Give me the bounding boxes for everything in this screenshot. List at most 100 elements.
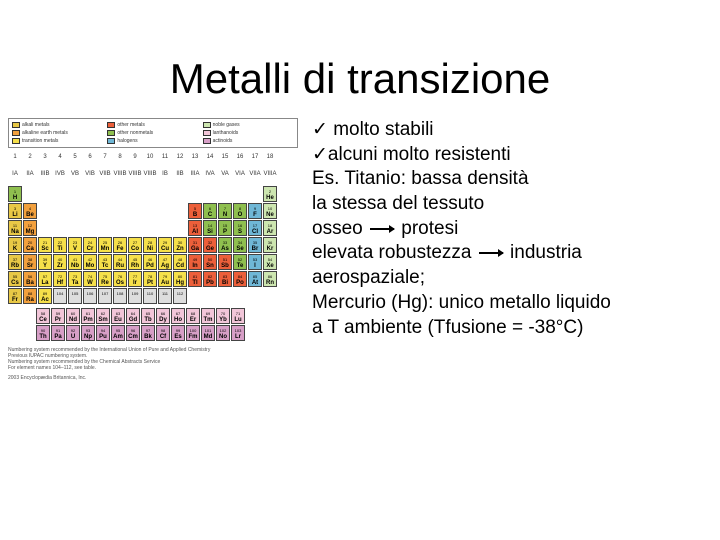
empty-cell <box>218 288 232 304</box>
element-cell: 104 <box>53 288 67 304</box>
group-header: VIB <box>83 169 97 185</box>
element-cell: 12Mg <box>23 220 37 236</box>
element-cell: 18Ar <box>263 220 277 236</box>
group-header: 15 <box>218 152 232 168</box>
empty-cell <box>113 203 127 219</box>
element-cell: 94Pu <box>96 325 110 341</box>
element-cell: 55Cs <box>8 271 22 287</box>
element-cell: 111 <box>158 288 172 304</box>
element-cell: 83Bi <box>218 271 232 287</box>
empty-cell <box>188 288 202 304</box>
element-cell: 32Ge <box>203 237 217 253</box>
body-line: la stessa del tessuto <box>312 192 712 217</box>
empty-cell <box>68 203 82 219</box>
legend-swatch <box>107 130 115 136</box>
legend-swatch <box>12 138 20 144</box>
group-header: 7 <box>98 152 112 168</box>
element-cell: 69Tm <box>201 308 215 324</box>
empty-cell <box>233 288 247 304</box>
legend-label: other metals <box>117 122 145 128</box>
empty-cell <box>98 203 112 219</box>
element-cell: 11Na <box>8 220 22 236</box>
legend-label: lanthanoids <box>213 130 239 136</box>
empty-cell <box>53 220 67 236</box>
empty-cell <box>38 203 52 219</box>
empty-cell <box>158 186 172 202</box>
empty-cell <box>248 186 262 202</box>
element-cell: 15P <box>218 220 232 236</box>
element-cell: 43Tc <box>98 254 112 270</box>
lanth-act-rows: 58Ce59Pr60Nd61Pm62Sm63Eu64Gd65Tb66Dy67Ho… <box>36 308 298 341</box>
legend-label: alkali metals <box>22 122 50 128</box>
element-cell: 47Ag <box>158 254 172 270</box>
periodic-grid: 123456789101112131415161718IAIIAIIIBIVBV… <box>8 152 298 304</box>
group-header: 4 <box>53 152 67 168</box>
element-cell: 56Ba <box>23 271 37 287</box>
element-cell: 31Ga <box>188 237 202 253</box>
empty-cell <box>38 220 52 236</box>
element-cell: 87Fr <box>8 288 22 304</box>
empty-cell <box>173 220 187 236</box>
group-header: 3 <box>38 152 52 168</box>
content-row: alkali metals other metals noble gases alka… <box>0 118 720 381</box>
element-cell: 16S <box>233 220 247 236</box>
body-text: protesi <box>396 218 458 239</box>
element-cell: 23V <box>68 237 82 253</box>
legend-item: noble gases <box>203 122 294 128</box>
empty-cell <box>53 186 67 202</box>
empty-cell <box>98 186 112 202</box>
element-cell: 53I <box>248 254 262 270</box>
element-cell: 2He <box>263 186 277 202</box>
check-icon: ✓ <box>312 119 328 140</box>
group-header: 8 <box>113 152 127 168</box>
group-header: VIIIA <box>263 169 277 185</box>
element-cell: 36Kr <box>263 237 277 253</box>
body-text: elevata robustezza <box>312 242 477 263</box>
element-cell: 110 <box>143 288 157 304</box>
group-header: 2 <box>23 152 37 168</box>
element-cell: 37Rb <box>8 254 22 270</box>
element-cell: 17Cl <box>248 220 262 236</box>
empty-cell <box>38 186 52 202</box>
element-cell: 72Hf <box>53 271 67 287</box>
element-cell: 14Si <box>203 220 217 236</box>
element-cell: 100Fm <box>186 325 200 341</box>
group-header: 6 <box>83 152 97 168</box>
footnote-credit: 2003 Encyclopædia Britannica, Inc. <box>8 375 298 381</box>
element-cell: 7N <box>218 203 232 219</box>
legend-swatch <box>107 122 115 128</box>
element-cell: 101Md <box>201 325 215 341</box>
legend-item: alkaline earth metals <box>12 130 103 136</box>
element-cell: 63Eu <box>111 308 125 324</box>
legend-label: noble gases <box>213 122 240 128</box>
empty-cell <box>128 186 142 202</box>
periodic-table-figure: alkali metals other metals noble gases alka… <box>8 118 308 381</box>
element-cell: 38Sr <box>23 254 37 270</box>
legend-swatch <box>203 138 211 144</box>
legend-item: actinoids <box>203 138 294 144</box>
element-cell: 84Po <box>233 271 247 287</box>
element-cell: 105 <box>68 288 82 304</box>
element-cell: 40Zr <box>53 254 67 270</box>
legend-item: transition metals <box>12 138 103 144</box>
element-cell: 80Hg <box>173 271 187 287</box>
element-cell: 65Tb <box>141 308 155 324</box>
element-cell: 8O <box>233 203 247 219</box>
empty-cell <box>113 220 127 236</box>
bullet-line: ✓alcuni molto resistenti <box>312 143 712 168</box>
empty-cell <box>218 186 232 202</box>
legend-item: alkali metals <box>12 122 103 128</box>
empty-cell <box>23 186 37 202</box>
element-cell: 42Mo <box>83 254 97 270</box>
legend-item: lanthanoids <box>203 130 294 136</box>
legend-label: actinoids <box>213 138 233 144</box>
group-header: 18 <box>263 152 277 168</box>
element-cell: 90Th <box>36 325 50 341</box>
body-line: Es. Titanio: bassa densità <box>312 167 712 192</box>
element-cell: 57La <box>38 271 52 287</box>
element-cell: 75Re <box>98 271 112 287</box>
check-icon: ✓ <box>312 144 328 165</box>
empty-cell <box>173 203 187 219</box>
group-header: VA <box>218 169 232 185</box>
empty-cell <box>83 203 97 219</box>
